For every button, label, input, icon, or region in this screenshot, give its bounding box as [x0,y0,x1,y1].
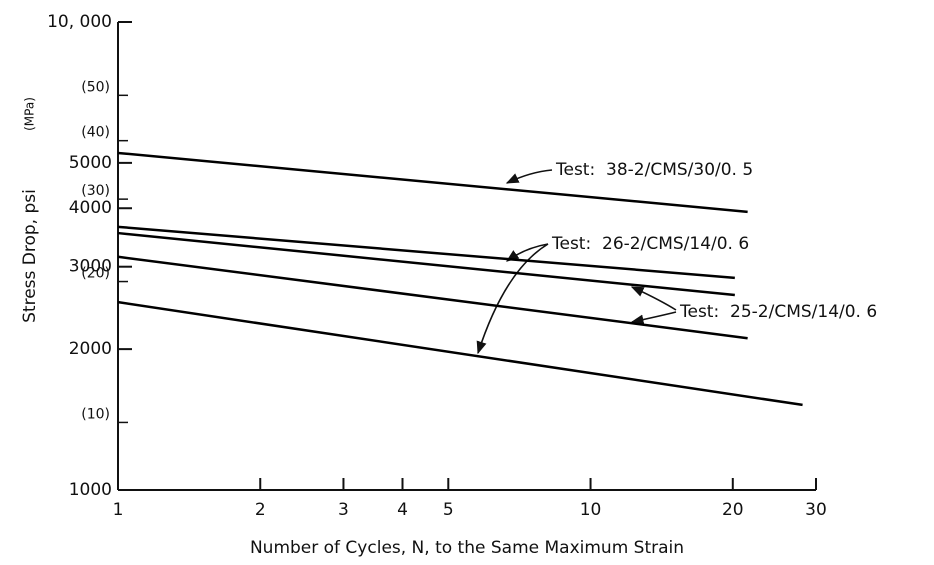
data-line [117,231,735,297]
y2-tick-label: (20) [81,266,110,282]
annotation-arrow [476,243,549,355]
y2-tick-label: (50) [81,79,110,95]
y2-tick-label: (30) [81,183,110,199]
y2-tick-label: (10) [81,406,110,422]
annotation: Test: 25-2/CMS/14/0. 6 [679,302,877,322]
y2-tick-label: (40) [81,125,110,141]
x-tick-label: 2 [255,500,266,520]
x-tick-label: 3 [338,500,349,520]
x-tick-label: 30 [805,500,827,520]
annotation: Test: 26-2/CMS/14/0. 6 [551,234,749,254]
annotation-arrow [630,311,677,325]
x-axis-label: Number of Cycles, N, to the Same Maximum… [250,538,684,558]
x-tick-label: 1 [113,500,124,520]
y2-axis-label: (MPa) [23,97,37,131]
y-tick-label: 4000 [69,198,112,218]
annotation-arrow [630,286,677,311]
data-line [117,225,735,280]
x-tick-label: 20 [722,500,744,520]
y-axis-label: Stress Drop, psi [20,189,40,323]
annotation-arrow [505,169,553,184]
y-tick-label: 1000 [69,480,112,500]
y-tick-label: 5000 [69,153,112,173]
annotation: Test: 38-2/CMS/30/0. 5 [555,160,753,180]
x-tick-label: 10 [580,500,602,520]
x-tick-label: 4 [397,500,408,520]
data-line [117,300,803,407]
y-tick-label: 3000 [69,257,112,277]
x-tick-label: 5 [443,500,454,520]
data-line [117,255,748,340]
y-tick-label: 10, 000 [47,12,112,32]
y-tick-label: 2000 [69,339,112,359]
data-line [117,151,748,214]
